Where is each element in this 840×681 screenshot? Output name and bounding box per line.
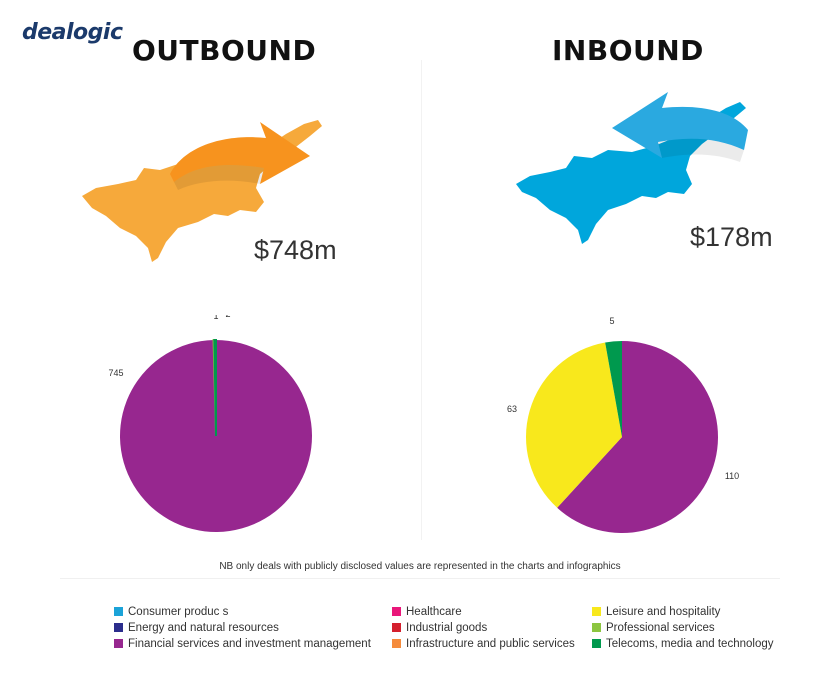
legend-item: Leisure and hospitality xyxy=(592,604,792,619)
legend-item: Consumer produc s xyxy=(114,604,392,619)
panel-divider xyxy=(421,60,422,540)
legend-label: Telecoms, media and technology xyxy=(606,637,774,650)
legend-label: Professional services xyxy=(606,621,715,634)
footnote: NB only deals with publicly disclosed va… xyxy=(219,561,621,572)
pie-data-label: 5 xyxy=(609,316,614,326)
dealogic-logo: dealogic xyxy=(22,20,123,45)
pie-slice-financial-services-and-investment-management xyxy=(557,341,718,533)
legend-item: Infrastructure and public services xyxy=(392,636,592,651)
outbound-amount: $748m xyxy=(254,235,337,265)
legend-swatch xyxy=(114,639,123,648)
pie-slice-telecoms-media-and-technology xyxy=(213,338,217,437)
legend-item: Energy and natural resources xyxy=(114,620,392,635)
legend-item: Professional services xyxy=(592,620,792,635)
legend-swatch xyxy=(592,623,601,632)
outbound-heading: OUTBOUND xyxy=(132,34,317,67)
legend-swatch xyxy=(592,639,601,648)
pie-data-label: 2 xyxy=(225,315,230,319)
inbound-heading: INBOUND xyxy=(552,34,704,67)
pie-data-label: 1 xyxy=(213,315,218,321)
legend-label: Energy and natural resources xyxy=(128,621,279,634)
outbound-cyprus-map xyxy=(82,120,322,262)
pie-slice-telecoms-media-and-technology xyxy=(605,341,622,437)
inbound-amount: $178m xyxy=(690,222,773,252)
pie-slice-leisure-and-hospitality xyxy=(526,342,622,508)
pie-data-label: 745 xyxy=(108,368,123,378)
legend-item: Industrial goods xyxy=(392,620,592,635)
legend-label: Leisure and hospitality xyxy=(606,605,721,618)
legend-swatch xyxy=(392,623,401,632)
legend-swatch xyxy=(114,607,123,616)
outbound-pie-chart: 745 1 2 xyxy=(108,315,312,532)
legend-label: Industrial goods xyxy=(406,621,488,634)
legend-item: Financial services and investment manage… xyxy=(114,636,392,651)
legend-swatch xyxy=(392,607,401,616)
legend-label: Financial services and investment manage… xyxy=(128,637,371,650)
inbound-pie-chart: 110 63 5 xyxy=(507,316,739,533)
legend-label: Healthcare xyxy=(406,605,462,618)
pie-data-label: 110 xyxy=(725,471,739,481)
pie-data-label: 63 xyxy=(507,404,517,414)
legend-swatch xyxy=(592,607,601,616)
sector-legend: Consumer produc s Healthcare Leisure and h… xyxy=(114,604,792,651)
legend-item: Telecoms, media and technology xyxy=(592,636,792,651)
legend-swatch xyxy=(392,639,401,648)
legend-swatch xyxy=(114,623,123,632)
legend-item: Healthcare xyxy=(392,604,592,619)
inbound-cyprus-map xyxy=(516,92,748,244)
legend-label: Consumer produc s xyxy=(128,605,229,618)
legend-label: Infrastructure and public services xyxy=(406,637,575,650)
note-divider xyxy=(60,578,780,579)
